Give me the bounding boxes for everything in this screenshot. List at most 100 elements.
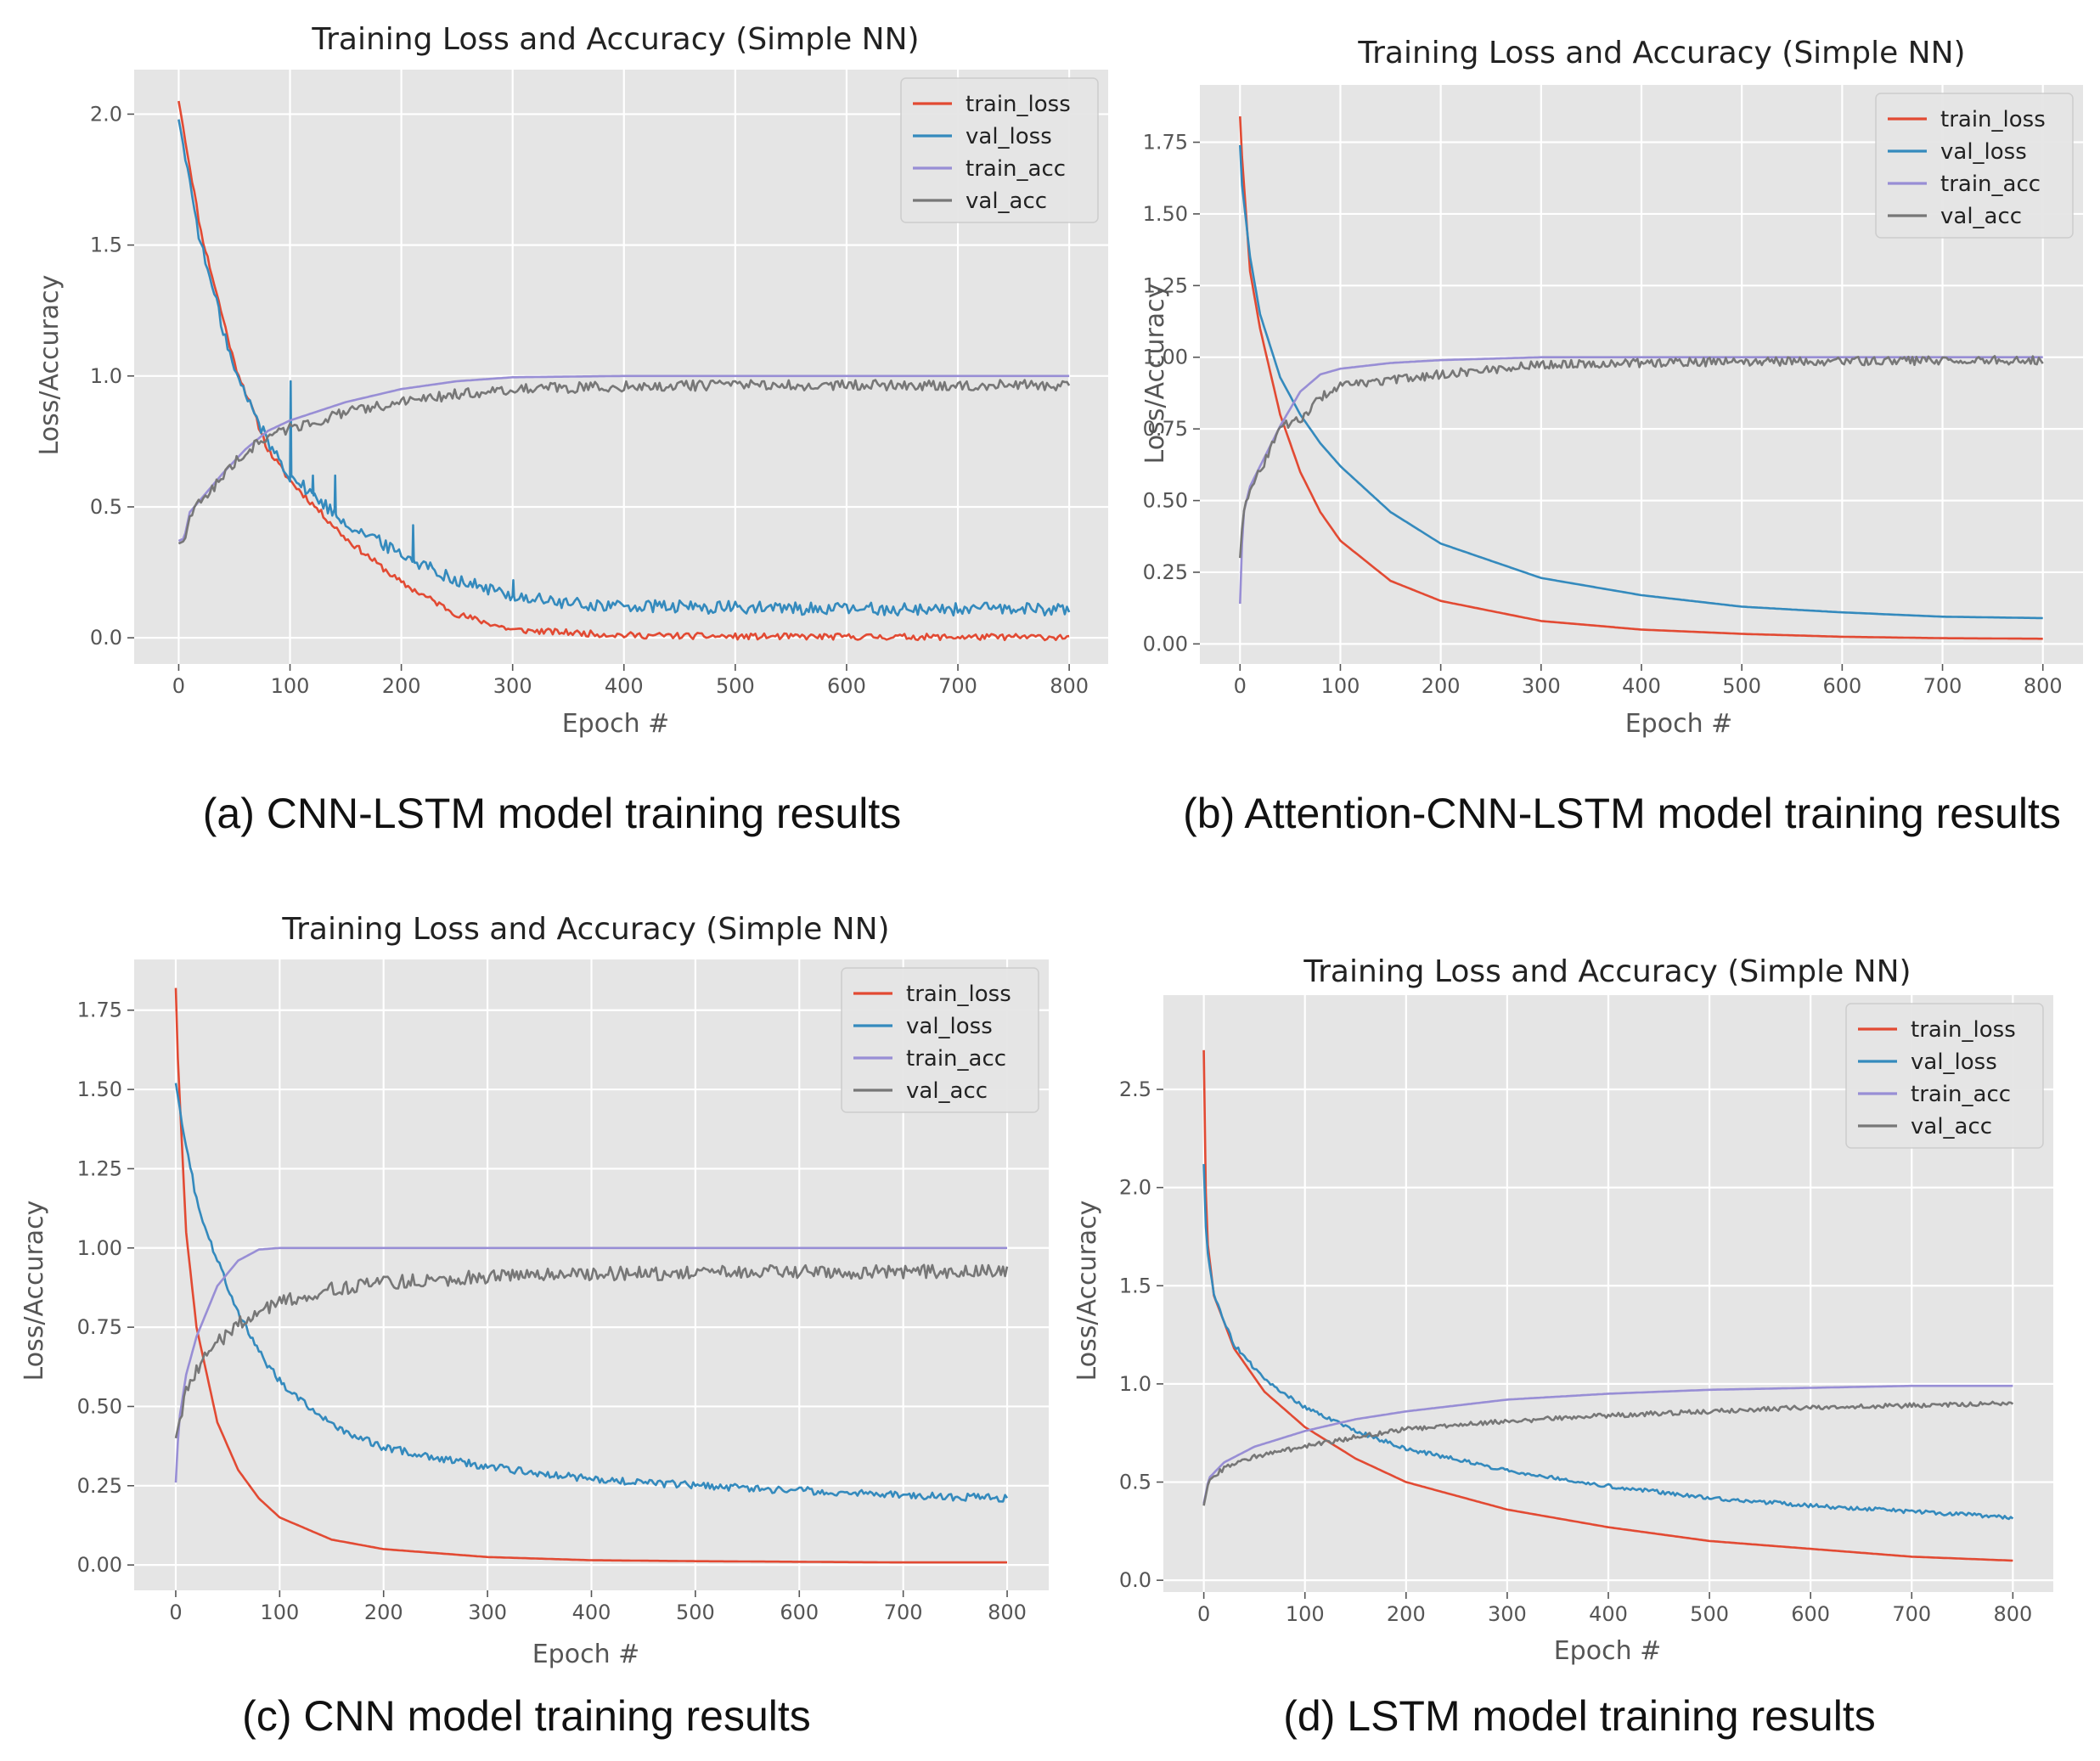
x-axis-label: Epoch # (532, 1640, 640, 1669)
x-tick-label: 400 (605, 674, 644, 698)
legend-label: val_loss (906, 1014, 993, 1039)
x-tick-label: 800 (1993, 1602, 2032, 1626)
y-tick-label: 0.50 (77, 1394, 122, 1418)
legend-label: train_acc (1911, 1082, 2011, 1107)
y-tick-label: 1.5 (90, 233, 122, 257)
series-line-train-loss (174, 987, 1007, 1564)
series-line-val-loss (1202, 1163, 2014, 1521)
chart-panel-a: 0 100 200 300 400 500 600 700 800 0.0 0.5 1.0 1.5 2.0… (35, 22, 1108, 837)
y-tick-label: 1.00 (77, 1236, 122, 1260)
x-tick-label: 700 (1892, 1602, 1931, 1626)
y-axis-label: Loss/Accuracy (35, 275, 65, 456)
series-line-val-acc (1239, 355, 2044, 559)
y-tick-label: 0.5 (90, 495, 122, 519)
x-tick-label: 200 (1387, 1602, 1426, 1626)
x-tick-label: 500 (1722, 674, 1761, 698)
y-axis-label: Loss/Accuracy (1073, 1201, 1102, 1381)
x-tick-label: 600 (827, 674, 866, 698)
legend-label: train_acc (966, 156, 1066, 182)
x-tick-label: 0 (169, 1601, 182, 1624)
x-axis-label: Epoch # (562, 709, 670, 739)
y-tick-label: 1.25 (77, 1156, 122, 1180)
x-tick-label: 800 (1050, 674, 1089, 698)
x-tick-label: 700 (938, 674, 977, 698)
legend-label: val_loss (1911, 1049, 1997, 1075)
y-tick-label: 1.00 (1143, 346, 1188, 369)
legend: train_loss val_loss train_acc val_acc (900, 77, 1099, 223)
series-line-val-loss (177, 119, 1071, 617)
series-line-val-acc (177, 379, 1071, 545)
x-tick-label: 500 (716, 674, 755, 698)
legend-label: val_acc (1940, 204, 2022, 229)
y-tick-label: 0.75 (1143, 417, 1188, 441)
x-tick-label: 100 (1286, 1602, 1325, 1626)
y-tick-label: 2.0 (1119, 1176, 1151, 1200)
series-line-train-loss (1202, 1049, 2013, 1562)
y-tick-label: 0.00 (77, 1553, 122, 1577)
y-axis-label: Loss/Accuracy (20, 1201, 49, 1381)
y-tick-label: 2.5 (1119, 1077, 1151, 1101)
x-tick-label: 100 (260, 1601, 299, 1624)
y-tick-label: 1.25 (1143, 273, 1188, 297)
legend-label: val_acc (966, 188, 1047, 214)
plot-area: 0 100 200 300 400 500 600 700 800 0.00 0.25 0.50 0.7… (77, 959, 1049, 1624)
x-tick-label: 500 (1690, 1602, 1729, 1626)
y-tick-label: 2.0 (90, 102, 122, 126)
y-tick-label: 1.50 (1143, 202, 1188, 226)
x-tick-label: 800 (988, 1601, 1027, 1624)
legend-label: val_loss (1940, 139, 2027, 165)
x-tick-label: 300 (1488, 1602, 1527, 1626)
y-tick-label: 0.5 (1119, 1471, 1151, 1494)
x-tick-label: 800 (2024, 674, 2063, 698)
x-tick-label: 400 (1589, 1602, 1628, 1626)
x-axis-label: Epoch # (1625, 709, 1733, 739)
plot-area: 0 100 200 300 400 500 600 700 800 0.0 0.5 1.0 1.5 2.0… (90, 70, 1108, 698)
x-tick-label: 500 (676, 1601, 715, 1624)
x-tick-label: 200 (382, 674, 421, 698)
y-tick-label: 0.0 (90, 626, 122, 650)
x-axis-label: Epoch # (1554, 1636, 1662, 1666)
plot-area: 0 100 200 300 400 500 600 700 800 0.0 0.5 1.0 1.5 2.0… (1119, 995, 2053, 1626)
series-line-train-acc (1202, 1384, 2013, 1505)
legend-label: train_loss (906, 982, 1011, 1007)
figure-caption: (d) LSTM model training results (1283, 1692, 1875, 1740)
series-line-train-acc (174, 1246, 1007, 1483)
series-line-val-acc (174, 1263, 1009, 1439)
chart-title: Training Loss and Accuracy (Simple NN) (1357, 36, 1965, 70)
y-tick-label: 0.50 (1143, 489, 1188, 513)
chart-title: Training Loss and Accuracy (Simple NN) (311, 22, 919, 57)
y-tick-label: 1.0 (90, 364, 122, 388)
x-tick-label: 700 (1923, 674, 1962, 698)
y-tick-label: 1.5 (1119, 1274, 1151, 1297)
legend-box (1845, 1003, 2044, 1149)
legend: train_loss val_loss train_acc val_acc (841, 967, 1039, 1113)
x-tick-label: 100 (1321, 674, 1360, 698)
x-tick-label: 400 (1622, 674, 1661, 698)
y-tick-label: 0.0 (1119, 1568, 1151, 1592)
legend-box (1875, 93, 2074, 239)
y-tick-label: 0.75 (77, 1315, 122, 1339)
series-line-train-loss (177, 100, 1070, 642)
legend-label: train_loss (966, 92, 1071, 117)
legend-label: val_acc (1911, 1114, 1992, 1139)
x-tick-label: 200 (364, 1601, 403, 1624)
legend-box (841, 967, 1039, 1113)
chart-panel-b: 0 100 200 300 400 500 600 700 800 0.00 0.25 0.50 0.7… (1140, 36, 2083, 837)
x-tick-label: 600 (780, 1601, 819, 1624)
x-tick-label: 700 (884, 1601, 923, 1624)
x-tick-label: 0 (172, 674, 185, 698)
x-tick-label: 200 (1422, 674, 1461, 698)
x-tick-label: 300 (493, 674, 532, 698)
x-tick-label: 100 (271, 674, 310, 698)
series-line-val-loss (174, 1083, 1009, 1503)
y-tick-label: 1.50 (77, 1077, 122, 1101)
y-tick-label: 0.00 (1143, 632, 1188, 655)
y-tick-label: 0.25 (77, 1474, 122, 1498)
figure-caption: (c) CNN model training results (242, 1692, 811, 1740)
figure-caption: (b) Attention-CNN-LSTM model training re… (1183, 790, 2061, 837)
y-axis-label: Loss/Accuracy (1140, 284, 1170, 464)
legend-label: train_loss (1911, 1017, 2016, 1043)
figure-caption: (a) CNN-LSTM model training results (203, 790, 901, 837)
legend-label: val_loss (966, 124, 1052, 149)
x-tick-label: 0 (1234, 674, 1247, 698)
